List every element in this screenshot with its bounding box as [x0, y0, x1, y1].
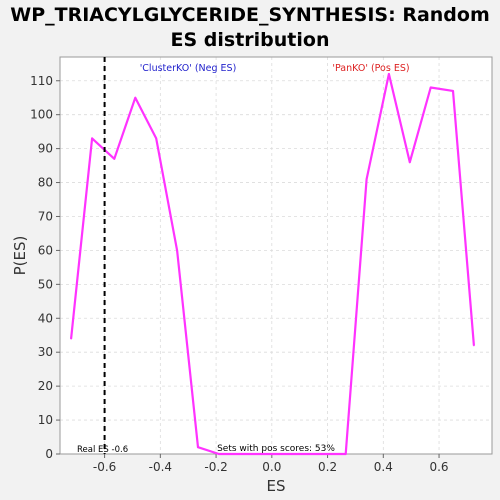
- distribution-point: [323, 453, 326, 455]
- y-tick-label: 60: [38, 243, 53, 257]
- y-tick-label: 70: [38, 209, 53, 223]
- chart-title-line-2: ES distribution: [170, 29, 330, 51]
- distribution-point: [91, 137, 93, 140]
- distribution-point: [176, 249, 178, 252]
- pos-es-label: 'PanKO' (Pos ES): [332, 63, 409, 74]
- neg-es-label: 'ClusterKO' (Neg ES): [140, 63, 237, 74]
- distribution-point: [217, 453, 220, 455]
- y-axis-label: P(ES): [11, 236, 29, 276]
- x-axis-label: ES: [267, 477, 286, 495]
- chart-title: WP_TRIACYLGLYCERIDE_SYNTHESIS: Random ES…: [0, 0, 500, 53]
- distribution-point: [280, 453, 283, 455]
- y-tick-label: 20: [38, 379, 53, 393]
- y-tick-label: 100: [30, 108, 53, 122]
- distribution-point: [197, 446, 199, 449]
- distribution-line: [70, 72, 475, 456]
- x-tick-label: -0.2: [204, 460, 227, 474]
- grid-lines: [60, 57, 492, 455]
- y-tick-label: 0: [45, 447, 53, 461]
- chart-title-line-1: WP_TRIACYLGLYCERIDE_SYNTHESIS: Random: [10, 4, 490, 26]
- x-tick-label: -0.6: [93, 460, 116, 474]
- series-layer: [70, 72, 475, 456]
- distribution-point: [238, 453, 241, 455]
- x-tick-label: 0.6: [429, 460, 448, 474]
- y-tick-label: 40: [38, 311, 53, 325]
- y-tick-label: 90: [38, 142, 53, 156]
- distribution-point: [365, 178, 368, 181]
- pos-scores-label: Sets with pos scores: 53%: [217, 444, 335, 454]
- x-tick-label: 0.0: [262, 460, 281, 474]
- y-tick-label: 110: [30, 74, 53, 88]
- annotations: Real ES -0.6 'ClusterKO' (Neg ES) 'PanKO' …: [77, 57, 410, 455]
- x-tick-label: 0.2: [318, 460, 337, 474]
- distribution-point: [429, 86, 432, 89]
- distribution-point: [387, 73, 390, 75]
- distribution-point: [472, 344, 475, 347]
- distribution-point: [113, 157, 116, 160]
- distribution-point: [452, 90, 454, 92]
- x-tick-label: 0.4: [374, 460, 393, 474]
- x-tick-label: -0.4: [149, 460, 172, 474]
- distribution-point: [134, 96, 137, 99]
- distribution-point: [259, 453, 262, 455]
- y-tick-label: 50: [38, 277, 53, 291]
- distribution-point: [408, 161, 411, 164]
- y-tick-label: 80: [38, 176, 53, 190]
- real-es-label: Real ES -0.6: [77, 445, 128, 455]
- axes: 0 10 20 30 40 50 60 70 80 90 100 110 -0.6 -0.4 -0.2 0.0…: [30, 56, 493, 474]
- plot-area: [60, 57, 492, 454]
- y-tick-label: 10: [38, 413, 53, 427]
- distribution-point: [155, 137, 158, 140]
- distribution-point: [70, 337, 73, 340]
- y-tick-label: 30: [38, 345, 53, 359]
- distribution-point: [344, 453, 347, 455]
- distribution-point: [301, 453, 304, 455]
